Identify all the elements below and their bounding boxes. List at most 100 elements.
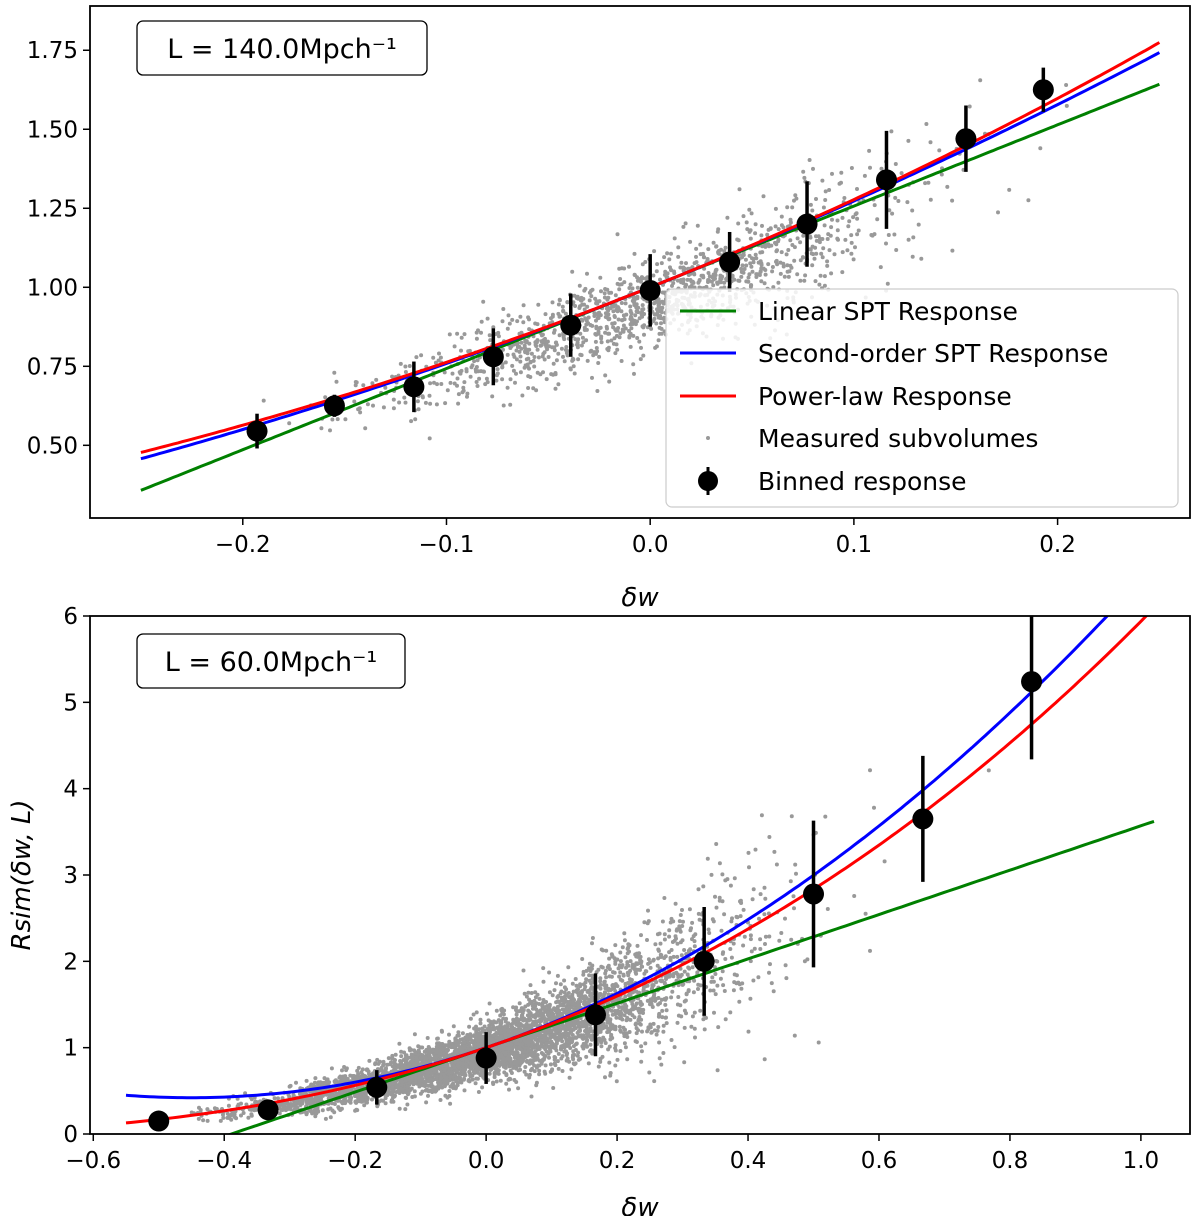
- subvolume-point: [766, 262, 771, 267]
- subvolume-point: [541, 966, 546, 971]
- subvolume-point: [662, 255, 667, 260]
- subvolume-point: [786, 248, 791, 252]
- subvolume-point: [492, 1075, 497, 1080]
- subvolume-point: [544, 343, 549, 347]
- subvolume-point: [660, 978, 664, 983]
- subvolume-point: [370, 381, 375, 386]
- subvolume-point: [521, 968, 526, 973]
- subvolume-point: [518, 359, 523, 364]
- subvolume-point: [622, 938, 627, 943]
- subvolume-point: [570, 981, 575, 986]
- subvolume-point: [594, 326, 599, 331]
- subvolume-point: [828, 233, 833, 238]
- subvolume-point: [808, 202, 813, 207]
- subvolume-point: [707, 931, 712, 935]
- subvolume-point: [910, 208, 915, 213]
- subvolume-point: [613, 303, 618, 308]
- subvolume-point: [612, 321, 617, 326]
- subvolume-point: [551, 1086, 556, 1090]
- subvolume-point: [475, 358, 480, 363]
- subvolume-point: [829, 225, 834, 230]
- subvolume-point: [485, 1011, 489, 1016]
- subvolume-point: [613, 1063, 618, 1068]
- subvolume-point: [403, 1107, 408, 1112]
- subvolume-point: [746, 275, 751, 280]
- subvolume-point: [720, 969, 725, 974]
- subvolume-point: [686, 266, 691, 271]
- subvolume-point: [624, 1018, 629, 1023]
- subvolume-point: [760, 250, 765, 255]
- subvolume-point: [868, 165, 872, 170]
- subvolume-point: [508, 402, 513, 407]
- subvolume-point: [326, 1107, 331, 1112]
- subvolume-point: [538, 343, 543, 348]
- subvolume-point: [911, 235, 916, 240]
- subvolume-point: [621, 329, 626, 334]
- subvolume-point: [757, 273, 762, 277]
- subvolume-point: [576, 357, 581, 362]
- subvolume-point: [639, 933, 643, 938]
- subvolume-point: [618, 977, 623, 982]
- subvolume-point: [774, 862, 779, 867]
- subvolume-point: [604, 324, 609, 329]
- subvolume-point: [658, 314, 663, 318]
- subvolume-point: [532, 998, 537, 1003]
- subvolume-point: [338, 1074, 343, 1079]
- subvolume-point: [320, 1108, 325, 1113]
- subvolume-point: [532, 1069, 537, 1074]
- subvolume-point: [589, 294, 594, 299]
- subvolume-point: [615, 281, 620, 286]
- subvolume-point: [851, 257, 856, 262]
- subvolume-point: [747, 272, 752, 277]
- subvolume-point: [447, 1089, 452, 1093]
- axis-ticks: −0.2 −0.1 0.0 0.1 0.20.500.751.001.251.501.7…: [27, 38, 1076, 558]
- subvolume-point: [696, 280, 701, 285]
- subvolume-point: [534, 388, 539, 393]
- subvolume-point: [402, 1050, 407, 1055]
- subvolume-point: [571, 364, 576, 369]
- subvolume-point: [591, 353, 596, 358]
- subvolume-point: [527, 317, 531, 322]
- subvolume-point: [717, 895, 722, 900]
- subvolume-point: [515, 319, 520, 324]
- subvolume-point: [605, 347, 610, 351]
- subvolume-point: [391, 1095, 395, 1100]
- subvolume-point: [619, 1011, 624, 1016]
- subvolume-point: [696, 982, 701, 987]
- subvolume-point: [461, 385, 466, 390]
- subvolume-point: [716, 1025, 721, 1030]
- subvolume-point: [682, 1025, 687, 1030]
- subvolume-point: [466, 349, 471, 354]
- subvolume-point: [407, 364, 412, 368]
- subvolume-point: [399, 1066, 404, 1070]
- subvolume-point: [679, 1014, 684, 1019]
- subvolume-point: [397, 1041, 402, 1046]
- subvolume-point: [747, 207, 752, 212]
- subvolume-point: [701, 275, 706, 280]
- subvolume-point: [563, 1035, 568, 1040]
- subvolume-point: [575, 1030, 580, 1035]
- subvolume-point: [545, 339, 550, 344]
- subvolume-point: [328, 1115, 333, 1120]
- subvolume-point: [661, 1029, 666, 1034]
- subvolume-point: [624, 1031, 629, 1036]
- subvolume-point: [628, 959, 633, 964]
- subvolume-point: [748, 284, 753, 289]
- subvolume-point: [665, 251, 670, 256]
- subvolume-point: [615, 1057, 620, 1062]
- legend-swatch-measured: [706, 436, 710, 440]
- subvolume-point: [923, 181, 928, 186]
- subvolume-point: [579, 295, 584, 300]
- subvolume-point: [863, 911, 868, 916]
- subvolume-point: [794, 871, 798, 876]
- subvolume-point: [823, 198, 828, 202]
- subvolume-point: [638, 961, 643, 966]
- subvolume-point: [479, 330, 483, 335]
- subvolume-point: [662, 896, 667, 900]
- subvolume-point: [706, 247, 711, 252]
- subvolume-point: [461, 388, 466, 393]
- subvolume-point: [748, 937, 753, 942]
- subvolume-point: [686, 273, 691, 277]
- subvolume-point: [619, 359, 624, 363]
- subvolume-point: [694, 246, 699, 251]
